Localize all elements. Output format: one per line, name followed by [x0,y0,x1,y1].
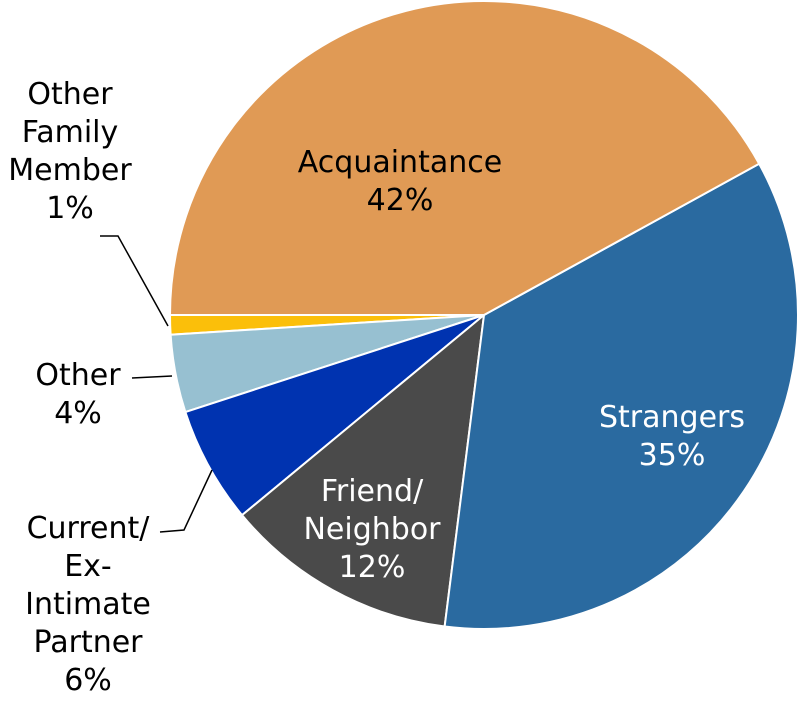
slice-value: 4% [54,396,102,431]
slice-name: Current/ Ex-Intimate Partner [25,511,151,660]
slice-value: 12% [338,550,406,585]
slice-name: Friend/ Neighbor [303,474,441,547]
slice-value: 35% [638,438,706,473]
slice-name: Acquaintance [297,145,503,180]
slice-value: 6% [64,663,112,698]
slice-name: Strangers [598,400,745,435]
pie-slice [240,312,486,628]
slice-name: Other [35,358,121,393]
pie-slice [184,314,485,517]
slice-label: Other Family Member 1% [0,76,145,228]
slice-value: 42% [366,183,434,218]
leader-line [159,469,213,533]
slice-name: Other Family Member [8,77,132,188]
leader-line [100,235,169,327]
pie-slice [443,162,798,630]
leader-lines [100,235,213,533]
pie-slice [168,0,761,316]
leader-line [131,375,173,379]
slice-label: Friend/ Neighbor 12% [282,473,462,587]
slice-label: Other 4% [18,357,138,433]
slice-label: Current/ Ex-Intimate Partner 6% [18,510,158,700]
slice-label: Acquaintance 42% [270,144,530,220]
slice-label: Strangers 35% [572,399,772,475]
slice-value: 1% [46,191,94,226]
